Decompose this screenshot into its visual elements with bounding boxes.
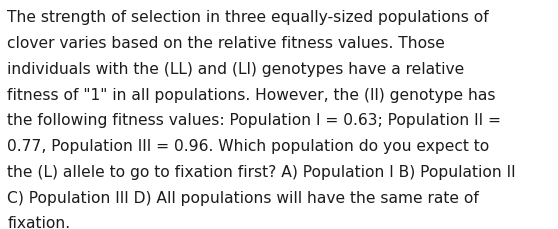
Text: 0.77, Population III = 0.96. Which population do you expect to: 0.77, Population III = 0.96. Which popul…: [7, 139, 489, 153]
Text: the (L) allele to go to fixation first? A) Population I B) Population II: the (L) allele to go to fixation first? …: [7, 164, 516, 179]
Text: individuals with the (LL) and (Ll) genotypes have a relative: individuals with the (LL) and (Ll) genot…: [7, 62, 464, 76]
Text: clover varies based on the relative fitness values. Those: clover varies based on the relative fitn…: [7, 36, 445, 51]
Text: fitness of "1" in all populations. However, the (ll) genotype has: fitness of "1" in all populations. Howev…: [7, 87, 496, 102]
Text: the following fitness values: Population I = 0.63; Population II =: the following fitness values: Population…: [7, 113, 501, 128]
Text: C) Population III D) All populations will have the same rate of: C) Population III D) All populations wil…: [7, 190, 479, 205]
Text: The strength of selection in three equally-sized populations of: The strength of selection in three equal…: [7, 10, 489, 25]
Text: fixation.: fixation.: [7, 215, 70, 229]
